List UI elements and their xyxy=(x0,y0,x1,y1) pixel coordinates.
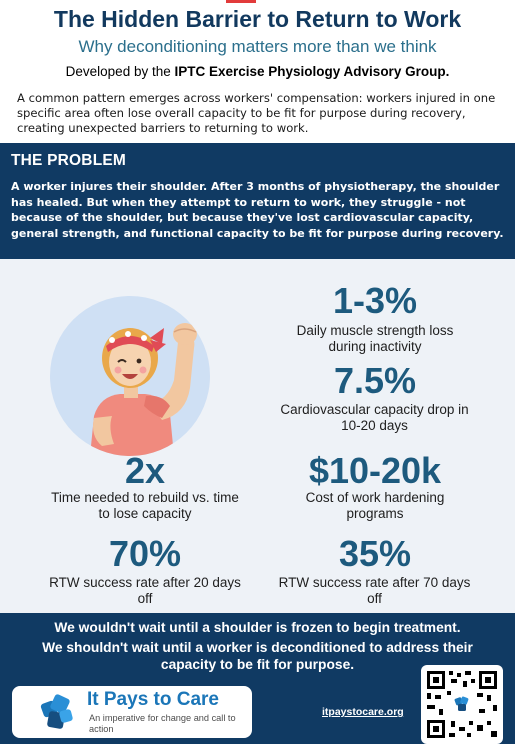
stat-2-label: Cardiovascular capacity drop in 10-20 da… xyxy=(280,402,469,433)
it-pays-to-care-logo-icon xyxy=(40,694,73,729)
woman-flexing-icon xyxy=(90,323,197,456)
website-link[interactable]: itpaystocare.org xyxy=(322,706,404,718)
stat-1-label: Daily muscle strength loss during inacti… xyxy=(296,323,454,354)
footer-line-2: We shouldn't wait until a worker is deco… xyxy=(42,640,473,672)
stat-5-value: 70% xyxy=(108,533,182,574)
stat-3-value: 2x xyxy=(124,450,166,491)
brand-tagline: An imperative for change and call to act… xyxy=(89,713,236,734)
stat-6-value: 35% xyxy=(338,533,412,574)
intro-paragraph: A common pattern emerges across workers'… xyxy=(17,91,496,135)
brand-logo: It Pays to Care An imperative for change… xyxy=(12,686,252,738)
brand-name: It Pays to Care xyxy=(87,689,219,710)
footer-line-1: We wouldn't wait until a shoulder is fro… xyxy=(54,620,461,635)
problem-section: THE PROBLEM A worker injures their shoul… xyxy=(0,143,515,259)
woman-flexing-illustration xyxy=(50,296,210,456)
stat-4-value: $10-20k xyxy=(308,450,442,491)
developed-prefix: Developed by the xyxy=(65,64,175,79)
qr-code-icon xyxy=(427,671,497,738)
stat-2-value: 7.5% xyxy=(333,360,417,401)
problem-body: A worker injures their shoulder. After 3… xyxy=(11,180,504,240)
stat-3-label: Time needed to rebuild vs. time to lose … xyxy=(51,490,239,521)
page-title: The Hidden Barrier to Return to Work xyxy=(53,6,462,32)
stat-6-label: RTW success rate after 70 days off xyxy=(278,575,471,606)
stat-4-label: Cost of work hardening programs xyxy=(305,490,445,521)
accent-mark xyxy=(226,0,256,3)
qr-code[interactable] xyxy=(421,665,503,744)
top-strip xyxy=(0,0,515,6)
developed-org: IPTC Exercise Physiology Advisory Group. xyxy=(174,64,450,79)
problem-heading: THE PROBLEM xyxy=(11,152,127,169)
stat-5-label: RTW success rate after 20 days off xyxy=(49,575,241,606)
page-subtitle: Why deconditioning matters more than we … xyxy=(78,37,437,56)
stat-1-value: 1-3% xyxy=(332,280,418,321)
developed-by-line: Developed by the IPTC Exercise Physiolog… xyxy=(0,64,515,79)
